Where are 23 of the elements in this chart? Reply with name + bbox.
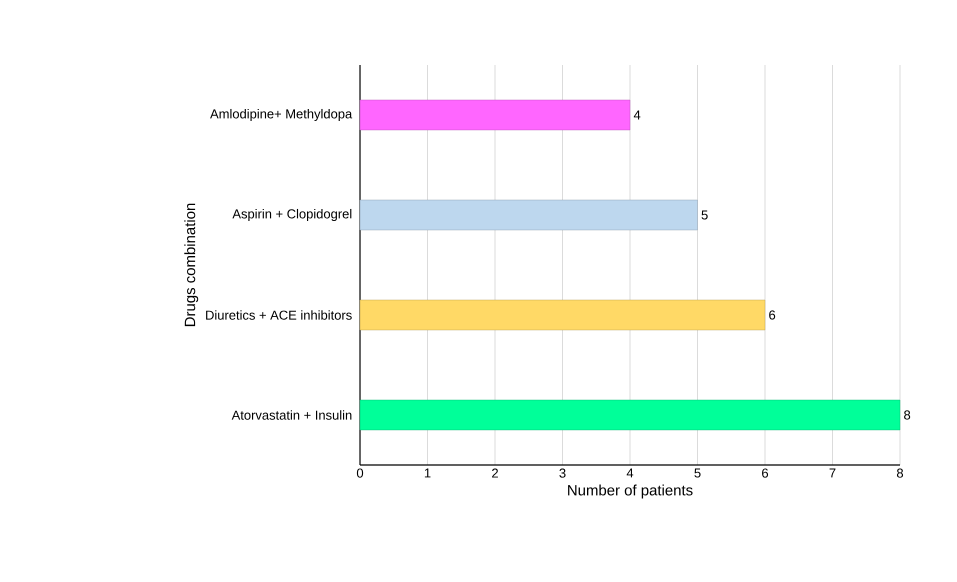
x-tick-label: 2 xyxy=(492,468,498,478)
data-label: 5 xyxy=(702,210,708,220)
y-axis-title: Drugs combination xyxy=(184,204,198,326)
x-tick-label: 8 xyxy=(896,468,904,478)
x-tick-label: 7 xyxy=(830,468,836,478)
bar xyxy=(360,400,900,430)
x-axis-title: Number of patients xyxy=(568,484,693,498)
bar xyxy=(360,300,766,330)
y-tick-label: Aspirin + Clopidogrel xyxy=(232,208,352,222)
bar xyxy=(360,100,630,130)
bar xyxy=(360,200,698,230)
x-tick-label: 3 xyxy=(559,468,566,478)
x-tick-label: 0 xyxy=(356,468,364,478)
data-label: 4 xyxy=(634,110,640,120)
data-label: 8 xyxy=(904,410,910,420)
data-label: 6 xyxy=(769,310,776,320)
y-tick-label: Atorvastatin + Insulin xyxy=(232,410,352,420)
x-tick-label: 5 xyxy=(694,468,701,478)
x-tick-label: 4 xyxy=(626,468,634,478)
x-tick-label: 6 xyxy=(762,468,768,478)
y-tick-label: Diuretics + ACE inhibitors xyxy=(206,310,352,320)
x-tick-label: 1 xyxy=(424,468,430,478)
y-tick-label: Amlodipine+ Methyldopa xyxy=(210,108,352,122)
